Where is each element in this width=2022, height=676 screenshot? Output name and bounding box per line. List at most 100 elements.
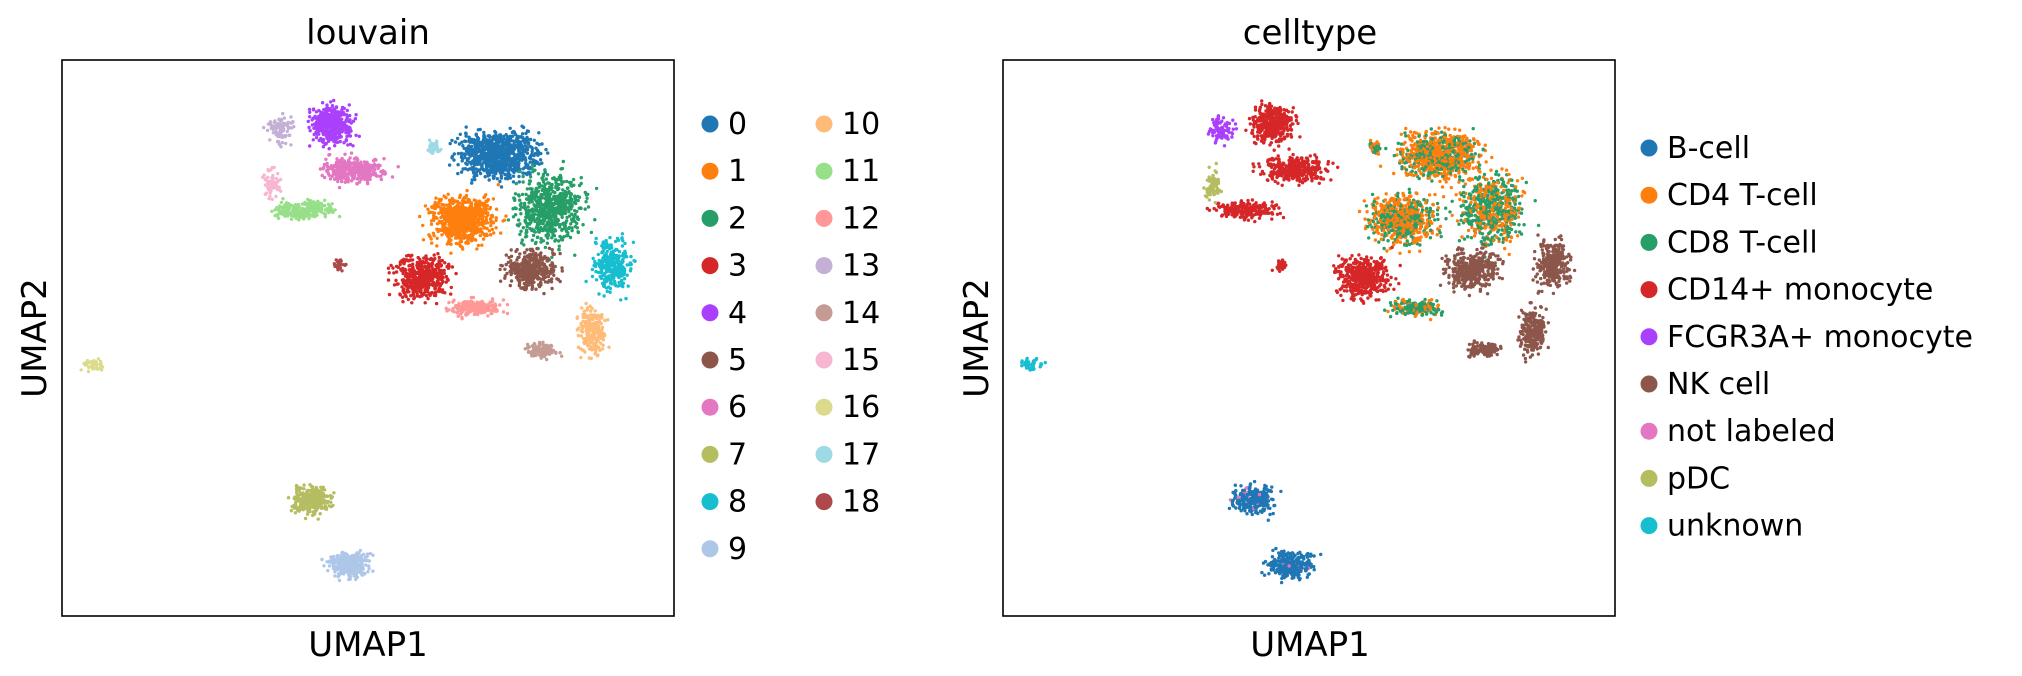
scatter-point [530, 166, 534, 171]
scatter-point [442, 268, 446, 273]
scatter-point [498, 279, 503, 283]
scatter-point [629, 254, 633, 259]
scatter-point [461, 167, 465, 171]
scatter-point [310, 123, 315, 127]
scatter-point [566, 231, 570, 235]
scatter-point [625, 273, 629, 277]
scatter-point [616, 272, 620, 276]
scatter-point [486, 174, 490, 178]
scatter-point [327, 504, 332, 508]
scatter-point [326, 172, 331, 176]
scatter-point [518, 140, 522, 144]
scatter-point [336, 161, 341, 166]
scatter-point [608, 264, 612, 269]
scatter-point [321, 492, 326, 496]
scatter-point [536, 235, 540, 239]
scatter-point [439, 228, 443, 232]
scatter-point [604, 279, 608, 283]
scatter-point [556, 210, 560, 214]
scatter-point [401, 300, 405, 304]
scatter-point [569, 207, 573, 211]
scatter-point [632, 259, 636, 263]
scatter-point [551, 189, 555, 194]
scatter-point [535, 273, 539, 277]
scatter-point [611, 249, 615, 254]
scatter-point [423, 288, 427, 292]
scatter-point [484, 218, 489, 222]
scatter-point [527, 182, 531, 186]
scatter-point [433, 257, 437, 261]
scatter-point [427, 283, 431, 287]
scatter-point [456, 211, 460, 215]
scatter-point [365, 160, 369, 164]
scatter-point [540, 206, 544, 210]
scatter-point [464, 125, 468, 129]
scatter-point [322, 564, 326, 568]
scatter-point [520, 238, 525, 242]
scatter-point [426, 207, 430, 211]
scatter-point [528, 160, 532, 164]
scatter-point [449, 233, 453, 237]
scatter-point [345, 108, 349, 113]
scatter-point [345, 134, 349, 139]
scatter-point [421, 223, 425, 228]
scatter-point [320, 173, 324, 178]
scatter-point [332, 564, 336, 568]
scatter-point [308, 488, 312, 493]
scatter-point [348, 113, 352, 118]
scatter-point [581, 315, 585, 320]
scatter-point [497, 146, 502, 150]
scatter-point [339, 563, 344, 567]
scatter-point [353, 117, 358, 121]
scatter-point [546, 205, 550, 210]
scatter-point [481, 237, 486, 241]
scatter-point [450, 154, 454, 159]
scatter-point [518, 207, 522, 212]
scatter-point [532, 265, 536, 269]
scatter-point [410, 253, 414, 257]
scatter-point [537, 131, 541, 135]
scatter-point [557, 175, 561, 179]
scatter-point [447, 262, 451, 266]
scatter-point [631, 240, 636, 244]
scatter-point [434, 215, 438, 220]
scatter-point [522, 139, 527, 144]
scatter-point [517, 283, 521, 288]
scatter-point [525, 224, 529, 229]
scatter-point [442, 203, 446, 207]
scatter-point [528, 171, 532, 175]
scatter-point [446, 240, 451, 244]
scatter-point [340, 179, 344, 184]
scatter-point [544, 147, 548, 152]
scatter-point [444, 203, 449, 207]
scatter-point [326, 119, 330, 124]
scatter-point [477, 217, 481, 221]
scatter-point [494, 226, 498, 230]
scatter-point [620, 232, 625, 236]
scatter-point [604, 241, 609, 245]
scatter-point [449, 292, 453, 296]
scatter-point [550, 255, 554, 259]
scatter-point [522, 259, 526, 263]
scatter-point [349, 559, 353, 563]
scatter-point [529, 195, 533, 200]
scatter-point [391, 266, 395, 270]
scatter-point [465, 188, 469, 193]
scatter-point [516, 193, 521, 197]
scatter-point [332, 554, 336, 559]
scatter-point [619, 278, 624, 283]
scatter-point [538, 212, 542, 217]
scatter-point [567, 214, 572, 218]
scatter-point [396, 165, 400, 169]
scatter-point [430, 257, 434, 261]
scatter-point [556, 277, 561, 282]
scatter-point [430, 277, 435, 281]
scatter-point [517, 169, 522, 174]
scatter-point [350, 169, 354, 174]
scatter-point [481, 144, 485, 149]
scatter-point [505, 271, 509, 276]
scatter-point [497, 135, 501, 140]
scatter-point [330, 126, 334, 131]
scatter-point [523, 220, 527, 224]
scatter-point [518, 198, 522, 202]
